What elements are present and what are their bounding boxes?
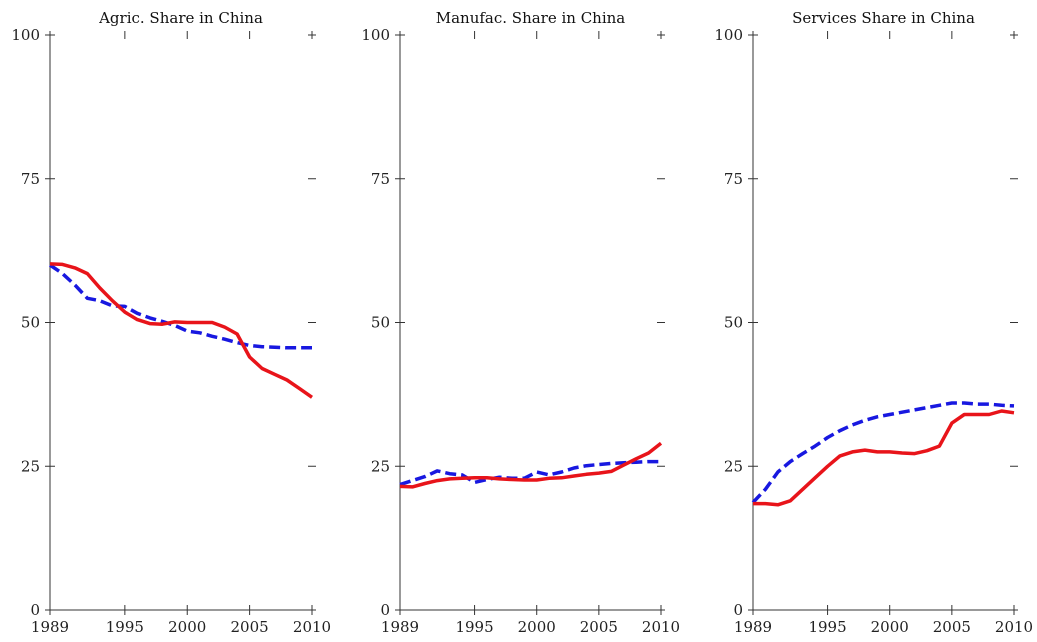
series-line-solid [49,262,313,399]
x-tick-label: 1995 [808,618,846,636]
panel-agric: Agric. Share in China 0 25 50 75 100 1989 1995… [11,9,331,636]
series-line-dashed [49,263,312,350]
y-tick-label: 0 [30,601,40,619]
x-tick-label: 2005 [231,618,269,636]
series-line-dashed [399,459,661,487]
x-tick-label: 1995 [106,618,144,636]
y-tick-label: 100 [714,26,743,44]
y-tick-label: 75 [21,170,40,188]
x-tick-label: 1989 [381,618,419,636]
panel-title: Manufac. Share in China [436,9,626,27]
x-tick-label: 2000 [871,618,909,636]
x-tick-label: 2005 [580,618,618,636]
series-line-dashed [751,401,1015,504]
y-tick-label: 50 [371,314,390,332]
x-tick-label: 2010 [995,618,1033,636]
y-tick-label: 50 [21,314,40,332]
x-tick-label: 1995 [455,618,493,636]
x-tick-label: 2000 [518,618,556,636]
y-tick-label: 75 [371,170,390,188]
x-tick-label: 1989 [31,618,69,636]
panel-title: Services Share in China [792,9,975,27]
y-tick-label: 0 [733,601,743,619]
x-tick-label: 1989 [734,618,772,636]
panel-title: Agric. Share in China [98,9,263,27]
y-tick-label: 75 [724,170,743,188]
series-line-solid [753,409,1015,507]
x-tick-label: 2010 [293,618,331,636]
x-tick-label: 2010 [642,618,680,636]
y-tick-label: 25 [21,457,40,475]
y-tick-label: 50 [724,314,743,332]
y-tick-label: 25 [371,457,390,475]
panel-services: Services Share in China 0 25 50 75 100 1989 19… [714,9,1033,636]
x-tick-label: 2005 [933,618,971,636]
panel-manufac: Manufac. Share in China 0 25 50 75 100 1989 19… [361,9,680,636]
x-tick-label: 2000 [168,618,206,636]
y-tick-label: 25 [724,457,743,475]
y-tick-label: 100 [361,26,390,44]
y-tick-label: 100 [11,26,40,44]
series-line-solid [399,441,663,489]
y-tick-label: 0 [380,601,390,619]
